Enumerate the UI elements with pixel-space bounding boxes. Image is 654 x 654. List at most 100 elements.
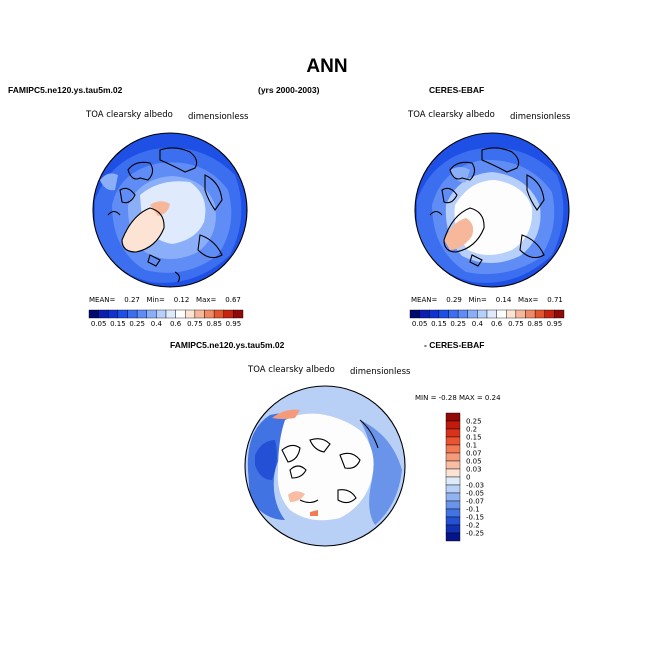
model-colorbar-tick-label: 0.05 [91, 320, 107, 328]
obs-colorbar-swatch [496, 309, 507, 319]
model-colorbar-swatch [194, 309, 205, 319]
diff-colorbar-swatch [445, 524, 461, 534]
greenland-model-fill [122, 208, 165, 252]
diff-colorbar-swatch [445, 492, 461, 502]
diff-colorbar-tick-label: 0 [466, 474, 470, 482]
obs-colorbar-swatch [525, 309, 536, 319]
model-colorbar-swatch [233, 309, 244, 319]
model-colorbar-tick-label: 0.15 [110, 320, 126, 328]
obs-colorbar-swatch [429, 309, 440, 319]
model-case-label: FAMIPC5.ne120.ys.tau5m.02 [8, 85, 123, 95]
model-variable-label: TOA clearsky albedo [86, 110, 173, 120]
obs-colorbar-swatch [448, 309, 459, 319]
diff-variable-label: TOA clearsky albedo [248, 365, 335, 375]
model-colorbar-swatch [204, 309, 215, 319]
model-min-label: Min= [146, 296, 165, 304]
model-colorbar-swatch [117, 309, 128, 319]
diff-colorbar-tick-label: 0.1 [466, 442, 477, 450]
obs-mean-value: 0.29 [446, 296, 462, 304]
model-colorbar-tick-label: 0.95 [226, 320, 242, 328]
diff-colorbar-swatch [445, 476, 461, 486]
obs-coastlines [429, 147, 545, 267]
diff-colorbar-swatch [445, 516, 461, 526]
diff-title-right: - CERES-EBAF [424, 340, 485, 350]
diff-colorbar: 0.250.20.150.10.070.050.030-0.03-0.05-0.… [445, 412, 484, 542]
obs-map-border [414, 132, 570, 288]
diff-colorbar-tick-label: 0.07 [466, 450, 482, 458]
diff-colorbar-tick-label: 0.15 [466, 434, 482, 442]
obs-units-label: dimensionless [510, 112, 571, 122]
diff-colorbar-swatch [445, 444, 461, 454]
model-colorbar: 0.05 0.15 0.25 0.4 0.6 0.75 0.85 0.95 [88, 309, 244, 328]
obs-mean-label: MEAN= [411, 296, 438, 304]
model-colorbar-swatch [98, 309, 109, 319]
model-colorbar-swatch [223, 309, 234, 319]
page-title: ANN [306, 56, 348, 77]
model-colorbar-swatch [156, 309, 167, 319]
model-colorbar-swatch [136, 309, 147, 319]
obs-arctic-ice-fill [454, 180, 533, 255]
greenland-model-peak [150, 201, 170, 216]
obs-colorbar-swatch [457, 309, 468, 319]
obs-colorbar-swatch [554, 309, 565, 319]
diff-title-left: FAMIPC5.ne120.ys.tau5m.02 [170, 340, 285, 350]
obs-colorbar-swatch [467, 309, 478, 319]
diff-colorbar-tick-label: -0.15 [466, 514, 484, 522]
obs-colorbar-swatch [506, 309, 517, 319]
obs-colorbar-tick-label: 0.15 [431, 320, 447, 328]
diff-colorbar-tick-label: 0.05 [466, 458, 482, 466]
diff-colorbar-swatch [445, 412, 461, 422]
obs-colorbar-swatch [438, 309, 449, 319]
diff-colorbar-swatch [445, 500, 461, 510]
model-colorbar-swatch [88, 309, 99, 319]
model-colorbar-swatch [146, 309, 157, 319]
obs-colorbar-tick-label: 0.85 [527, 320, 543, 328]
model-mean-value: 0.27 [124, 296, 140, 304]
diff-colorbar-swatch [445, 460, 461, 470]
obs-case-label: CERES-EBAF [429, 85, 485, 95]
diff-polar-map [244, 385, 406, 547]
diff-stats: MIN = -0.28 MAX = 0.24 [415, 394, 501, 402]
obs-max-value: 0.71 [547, 296, 563, 304]
obs-colorbar-swatch [534, 309, 545, 319]
obs-colorbar-swatch [409, 309, 420, 319]
diff-colorbar-tick-label: -0.05 [466, 490, 484, 498]
diff-negative-region-east [360, 420, 402, 525]
model-colorbar-swatch [108, 309, 119, 319]
model-colorbar-swatch [213, 309, 224, 319]
diff-coastlines [281, 419, 379, 504]
period-label: (yrs 2000-2003) [258, 85, 320, 95]
model-colorbar-swatch [165, 309, 176, 319]
model-colorbar-tick-label: 0.85 [206, 320, 222, 328]
obs-colorbar-swatch [486, 309, 497, 319]
model-max-value: 0.67 [225, 296, 241, 304]
model-max-label: Max= [196, 296, 217, 304]
diff-colorbar-swatch [445, 452, 461, 462]
diff-colorbar-swatch [445, 428, 461, 438]
model-stats: MEAN= 0.27 Min= 0.12 Max= 0.67 [89, 296, 241, 304]
diff-colorbar-swatch [445, 484, 461, 494]
obs-min-value: 0.14 [495, 296, 512, 304]
model-colorbar-tick-label: 0.25 [129, 320, 145, 328]
model-mean-label: MEAN= [89, 296, 116, 304]
obs-colorbar-swatch [419, 309, 430, 319]
diff-colorbar-tick-label: -0.1 [466, 506, 480, 514]
obs-colorbar-tick-label: 0.75 [508, 320, 524, 328]
diff-colorbar-swatch [445, 436, 461, 446]
diff-colorbar-tick-label: 0.2 [466, 426, 477, 434]
obs-colorbar-tick-label: 0.05 [412, 320, 428, 328]
obs-colorbar-tick-label: 0.95 [547, 320, 563, 328]
model-min-value: 0.12 [173, 296, 190, 304]
model-colorbar-swatch [175, 309, 186, 319]
diff-colorbar-tick-label: 0.03 [466, 466, 482, 474]
obs-colorbar-tick-label: 0.4 [472, 320, 484, 328]
model-map-border [92, 132, 248, 288]
model-units-label: dimensionless [188, 112, 249, 122]
model-colorbar-tick-label: 0.75 [187, 320, 203, 328]
obs-polar-map [414, 132, 570, 288]
model-coastlines [107, 147, 223, 283]
diff-map-border [244, 385, 406, 547]
obs-colorbar: 0.05 0.15 0.25 0.4 0.6 0.75 0.85 0.95 [409, 309, 565, 328]
diff-units-label: dimensionless [350, 367, 411, 377]
